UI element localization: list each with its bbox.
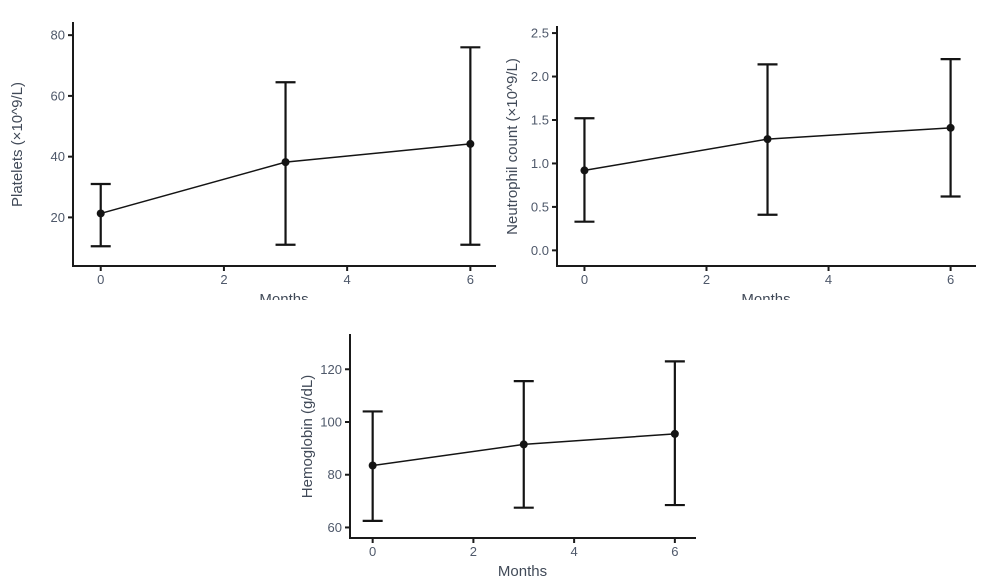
x-tick-label: 0 <box>369 544 376 559</box>
data-point <box>946 123 955 132</box>
y-axis-ticks: 0.0 0.5 1.0 1.5 2.0 2.5 <box>531 26 557 258</box>
hemoglobin-chart-panel: 0 2 4 6 60 80 100 120 Months Hemoglobin (g/dL) <box>285 302 737 580</box>
x-tick-label: 4 <box>571 544 578 559</box>
x-axis-ticks: 0 2 4 6 <box>97 266 474 287</box>
y-axis-label: Platelets (×10^9/L) <box>9 82 26 207</box>
x-tick-label: 0 <box>97 272 104 287</box>
y-tick-label: 100 <box>320 415 342 430</box>
x-tick-label: 2 <box>470 544 477 559</box>
y-tick-label: 60 <box>328 520 342 535</box>
x-tick-label: 6 <box>947 272 954 287</box>
data-point <box>281 158 290 167</box>
y-axis-ticks: 60 80 100 120 <box>320 362 350 535</box>
hemoglobin-chart: 0 2 4 6 60 80 100 120 Months Hemoglobin (g/dL) <box>299 334 696 580</box>
y-tick-label: 120 <box>320 362 342 377</box>
data-point <box>368 461 377 470</box>
y-tick-label: 20 <box>51 210 65 225</box>
x-tick-label: 6 <box>671 544 678 559</box>
platelets-chart: 0 2 4 6 20 40 60 80 Months Platelets (×10^9/L) <box>9 22 496 308</box>
y-tick-label: 80 <box>328 467 342 482</box>
y-tick-label: 1.5 <box>531 112 549 127</box>
x-tick-label: 2 <box>220 272 227 287</box>
x-axis-ticks: 0 2 4 6 <box>581 266 954 287</box>
x-tick-label: 4 <box>825 272 832 287</box>
x-tick-label: 6 <box>467 272 474 287</box>
data-point <box>96 209 105 218</box>
y-tick-label: 0.0 <box>531 243 549 258</box>
neutrophil-chart: 0 2 4 6 0.0 0.5 1.0 1.5 2.0 2.5 Months Neutrophil c… <box>504 26 976 308</box>
platelets-chart-panel: 0 2 4 6 20 40 60 80 Months Platelets (×10^9/L) <box>8 4 505 308</box>
x-tick-label: 4 <box>344 272 351 287</box>
x-axis-label: Months <box>498 563 547 580</box>
data-point <box>580 166 589 175</box>
y-tick-label: 80 <box>51 28 65 43</box>
data-point <box>519 440 528 449</box>
error-bars <box>90 46 481 248</box>
x-tick-label: 0 <box>581 272 588 287</box>
y-tick-label: 2.0 <box>531 69 549 84</box>
y-tick-label: 60 <box>51 88 65 103</box>
data-point <box>670 429 679 438</box>
data-points <box>580 123 955 175</box>
axes <box>72 22 496 267</box>
data-points <box>368 429 679 470</box>
data-point <box>763 135 772 144</box>
y-axis-label: Neutrophil count (×10^9/L) <box>504 58 521 235</box>
y-tick-label: 0.5 <box>531 199 549 214</box>
x-axis-ticks: 0 2 4 6 <box>369 538 678 559</box>
axes <box>556 26 976 267</box>
neutrophil-chart-panel: 0 2 4 6 0.0 0.5 1.0 1.5 2.0 2.5 Months Neutrophil c… <box>503 4 1000 308</box>
x-axis-label: Months <box>259 291 308 300</box>
x-axis-label: Months <box>741 291 790 300</box>
y-tick-label: 2.5 <box>531 26 549 41</box>
y-axis-label: Hemoglobin (g/dL) <box>299 375 316 498</box>
data-points <box>96 139 475 218</box>
y-tick-label: 40 <box>51 149 65 164</box>
x-tick-label: 2 <box>703 272 710 287</box>
data-point <box>466 139 475 148</box>
y-tick-label: 1.0 <box>531 156 549 171</box>
y-axis-ticks: 20 40 60 80 <box>51 28 73 225</box>
